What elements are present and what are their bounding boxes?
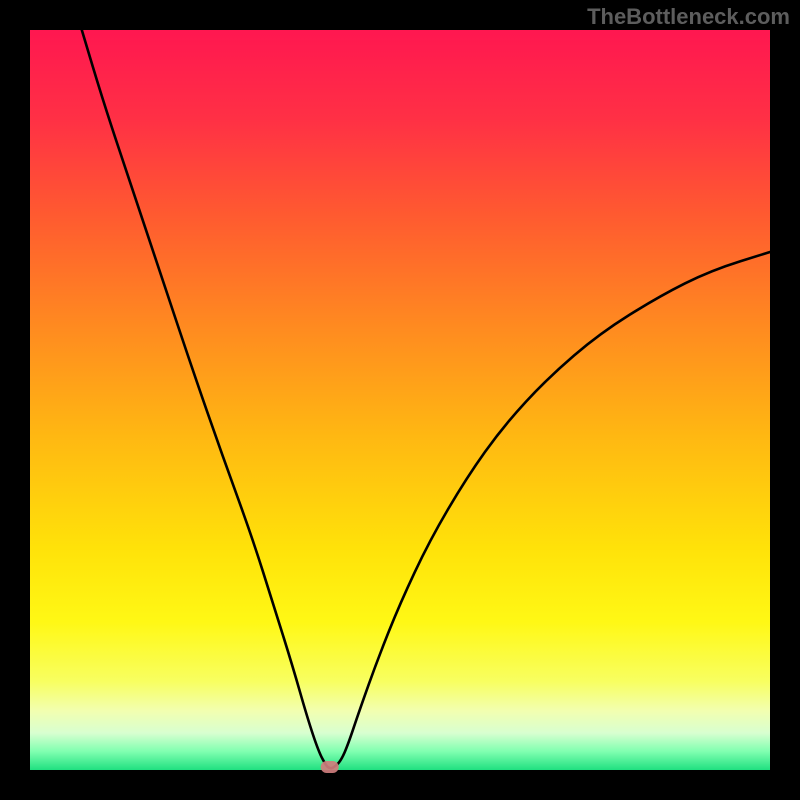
chart-container: TheBottleneck.com [0, 0, 800, 800]
watermark-text: TheBottleneck.com [587, 4, 790, 30]
bottleneck-chart [0, 0, 800, 800]
minimum-marker [321, 761, 339, 773]
chart-plot-area [30, 30, 770, 770]
